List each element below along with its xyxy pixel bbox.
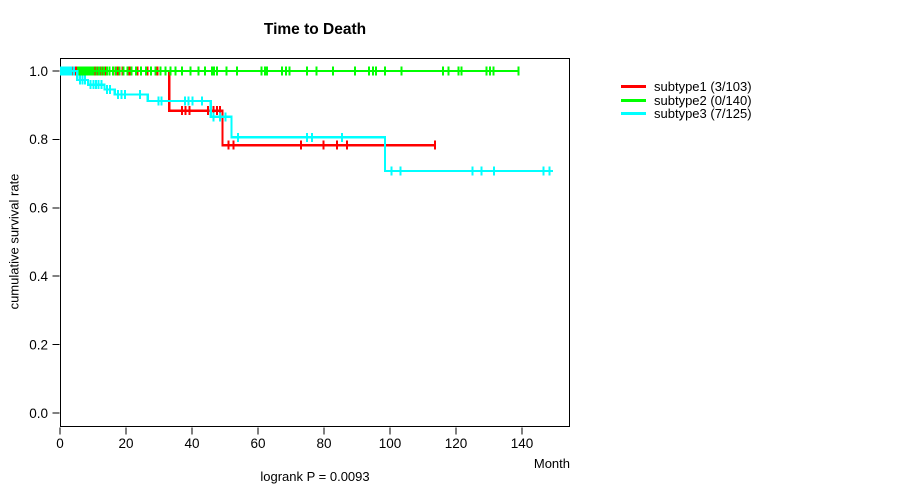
x-axis-tick-label: 120 bbox=[445, 436, 468, 451]
y-axis-title: cumulative survival rate bbox=[6, 173, 22, 310]
x-axis-tick-label: 80 bbox=[316, 436, 331, 451]
legend-swatch bbox=[621, 112, 646, 116]
legend-item: subtype1 (3/103) bbox=[621, 80, 752, 94]
legend-label: subtype3 (7/125) bbox=[654, 106, 752, 121]
x-axis-tick-label: 20 bbox=[118, 436, 133, 451]
survival-curve bbox=[60, 69, 435, 147]
y-axis-tick-label: 0.2 bbox=[29, 337, 48, 352]
y-axis-tick-label: 1.0 bbox=[29, 64, 48, 79]
chart-title: Time to Death bbox=[263, 21, 367, 38]
legend: subtype1 (3/103) subtype2 (0/140) subtyp… bbox=[621, 80, 752, 121]
legend-item: subtype2 (0/140) bbox=[621, 92, 752, 108]
x-axis-tick-label: 60 bbox=[250, 436, 265, 451]
x-axis-tick-label: 140 bbox=[511, 436, 534, 451]
x-axis-tick-label: 100 bbox=[379, 436, 402, 451]
y-axis-tick-label: 0.0 bbox=[29, 406, 48, 421]
y-axis-tick-label: 0.6 bbox=[29, 201, 48, 216]
plot-box bbox=[60, 58, 570, 427]
legend-label: subtype1 (3/103) bbox=[654, 79, 752, 94]
legend-swatch bbox=[621, 85, 646, 89]
x-axis-tick-label: 0 bbox=[56, 436, 64, 451]
x-axis-title: Month bbox=[533, 456, 570, 471]
legend-item: subtype3 (7/125) bbox=[621, 107, 752, 121]
survival-curve bbox=[60, 69, 553, 172]
y-axis-tick-label: 0.8 bbox=[29, 132, 48, 147]
legend-label: subtype2 (0/140) bbox=[654, 92, 752, 108]
logrank-annotation: logrank P = 0.0093 bbox=[260, 469, 370, 484]
y-axis-tick-label: 0.4 bbox=[29, 269, 48, 284]
legend-swatch bbox=[621, 98, 646, 102]
x-axis-tick-label: 40 bbox=[184, 436, 199, 451]
